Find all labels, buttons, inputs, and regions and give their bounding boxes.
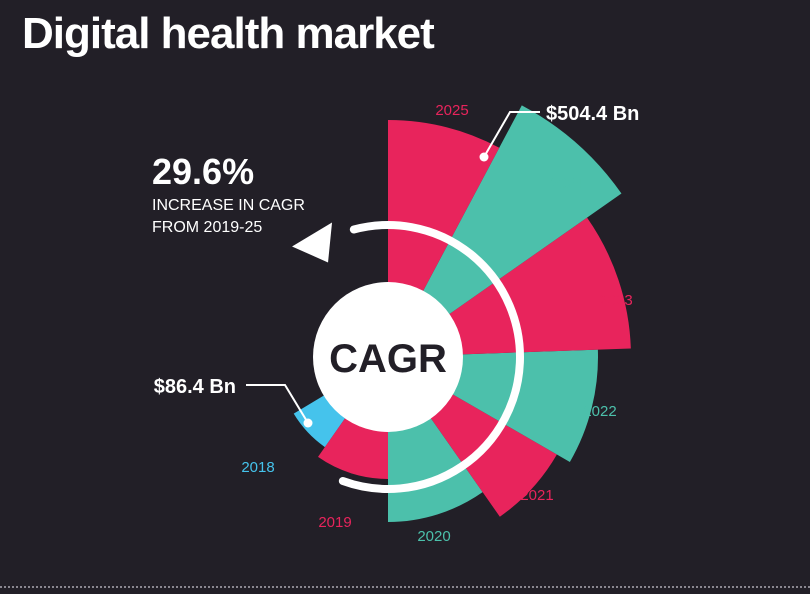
segment-2021 (422, 387, 557, 517)
year-label-2020: 2020 (417, 528, 450, 545)
year-label-2018: 2018 (241, 459, 274, 476)
segment-2020 (388, 406, 483, 522)
headline-line2: FROM 2019-25 (152, 219, 262, 236)
segment-2024 (416, 105, 622, 323)
segment-2023 (437, 217, 631, 355)
segment-2025 (388, 120, 500, 305)
cagr-arrow (292, 221, 524, 493)
bottom-divider (0, 586, 810, 588)
headline-stat: 29.6% INCREASE IN CAGR FROM 2019-25 (152, 151, 305, 236)
callout-2025-label: $504.4 Bn (546, 103, 639, 125)
year-label-2021: 2021 (520, 487, 553, 504)
cagr-center-label: CAGR (329, 337, 447, 381)
callout-2018: $86.4 Bn (154, 376, 313, 428)
headline-value: 29.6% (152, 151, 254, 192)
cagr-arrow-head (292, 222, 333, 263)
callout-2018-label: $86.4 Bn (154, 376, 236, 398)
year-labels: 2018 2019 2020 2021 2022 2023 2024 2025 (241, 102, 632, 545)
year-label-2019: 2019 (318, 514, 351, 531)
year-label-2023: 2023 (599, 292, 632, 309)
segment-2022 (439, 349, 598, 462)
year-label-2024: 2024 (550, 175, 583, 192)
callouts: $504.4 Bn $86.4 Bn (154, 103, 639, 428)
callout-2025-line (483, 111, 540, 158)
chart-title: Digital health market (22, 9, 435, 58)
year-label-2025: 2025 (435, 102, 468, 119)
headline-line1: INCREASE IN CAGR (152, 197, 305, 214)
year-label-2022: 2022 (583, 403, 616, 420)
callout-2025: $504.4 Bn (479, 103, 639, 162)
chart-segments (293, 105, 631, 522)
cagr-arrow-arc (338, 221, 524, 493)
callout-2018-line (246, 384, 309, 424)
cagr-center-circle (313, 282, 463, 432)
